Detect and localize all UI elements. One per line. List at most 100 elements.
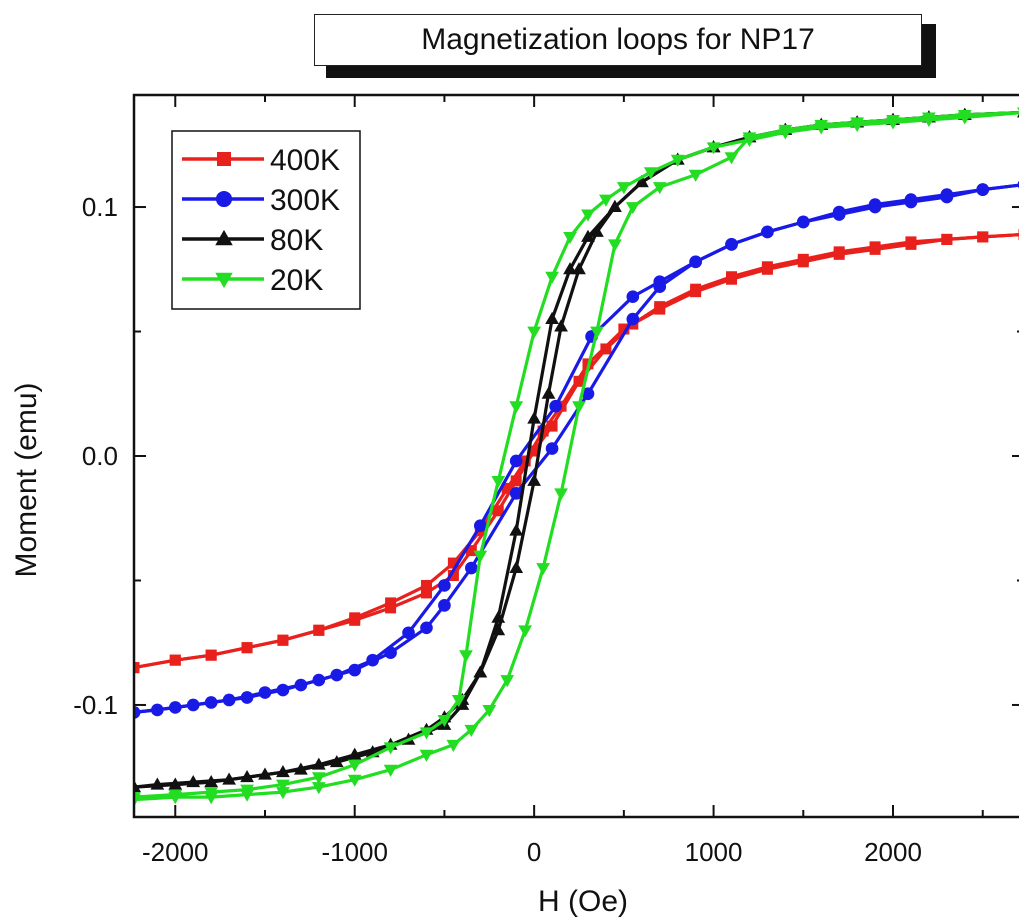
data-point-300K <box>473 519 487 533</box>
data-point-300K <box>294 678 308 692</box>
data-point-80K <box>545 311 559 325</box>
data-point-400K <box>600 343 612 355</box>
data-point-20K <box>643 167 658 180</box>
data-point-300K <box>134 706 141 719</box>
data-point-20K <box>778 124 793 138</box>
data-point-20K <box>419 749 434 762</box>
data-point-20K <box>204 792 219 805</box>
data-point-300K <box>258 686 272 699</box>
data-point-400K <box>761 263 773 275</box>
data-point-20K <box>134 794 141 807</box>
data-point-80K <box>563 262 577 275</box>
data-point-300K <box>626 312 640 326</box>
data-point-20K <box>419 727 434 740</box>
data-point-80K <box>455 697 470 710</box>
data-point-80K <box>473 665 488 678</box>
data-point-20K <box>625 202 640 215</box>
legend: 400K 300K 80K 20K <box>171 130 361 310</box>
data-point-300K <box>402 626 415 640</box>
data-point-300K <box>653 275 667 289</box>
data-point-20K <box>347 774 362 787</box>
data-point-300K <box>796 215 810 229</box>
x-tick-label: 0 <box>527 837 541 867</box>
data-point-20K <box>957 109 972 123</box>
data-point-20K <box>616 182 631 195</box>
data-point-300K <box>222 693 236 707</box>
data-point-300K <box>509 454 523 468</box>
data-point-300K <box>366 653 379 667</box>
data-point-400K <box>447 557 459 569</box>
data-point-20K <box>563 231 577 245</box>
legend-label-80K: 80K <box>270 224 323 257</box>
data-point-80K <box>581 229 595 242</box>
data-point-300K <box>940 190 954 204</box>
data-point-20K <box>922 112 936 125</box>
data-point-300K <box>186 698 200 712</box>
data-point-20K <box>168 792 183 805</box>
data-point-20K <box>599 194 613 207</box>
data-point-20K <box>652 182 667 195</box>
data-point-400K <box>833 248 845 260</box>
data-point-300K <box>549 399 562 413</box>
data-point-400K <box>205 649 217 661</box>
data-point-300K <box>465 561 478 575</box>
data-point-400K <box>905 238 917 250</box>
data-point-400K <box>573 375 585 387</box>
data-point-20K <box>311 782 326 795</box>
data-point-80K <box>527 473 542 486</box>
data-point-20K <box>590 326 604 339</box>
data-point-20K <box>491 475 506 489</box>
data-point-400K <box>510 475 522 487</box>
data-point-20K <box>527 326 542 339</box>
data-point-20K <box>554 488 568 501</box>
data-point-400K <box>492 505 504 517</box>
data-point-20K <box>581 209 595 222</box>
data-point-400K <box>420 579 432 591</box>
data-point-300K <box>976 183 990 196</box>
data-point-80K <box>509 560 524 573</box>
data-point-400K <box>797 256 809 268</box>
chart-title: Magnetization loops for NP17 <box>314 14 922 66</box>
series-400K <box>134 228 1019 674</box>
data-point-80K <box>541 386 556 399</box>
data-point-300K <box>438 599 451 612</box>
data-point-400K <box>241 642 253 654</box>
data-point-80K <box>527 411 542 424</box>
data-point-400K <box>869 243 881 255</box>
data-point-20K <box>886 114 900 128</box>
data-point-80K <box>554 319 568 332</box>
data-point-20K <box>383 764 398 777</box>
data-point-20K <box>814 119 829 133</box>
data-point-80K <box>491 610 506 623</box>
data-point-400K <box>420 587 432 599</box>
data-point-20K <box>688 169 703 182</box>
data-point-20K <box>545 271 559 284</box>
data-point-400K <box>169 654 181 666</box>
data-point-400K <box>528 445 540 457</box>
data-point-80K <box>509 523 524 536</box>
data-point-20K <box>518 625 533 638</box>
data-point-300K <box>761 225 774 239</box>
data-point-20K <box>742 132 757 145</box>
data-point-20K <box>276 787 290 800</box>
y-tick-label: 0.0 <box>82 441 118 471</box>
data-point-300K <box>626 290 640 303</box>
data-point-20K <box>383 742 398 755</box>
data-point-300K <box>832 208 846 221</box>
data-point-80K <box>150 777 165 790</box>
data-point-300K <box>438 579 451 592</box>
data-point-80K <box>134 779 141 793</box>
data-point-400K <box>349 612 361 624</box>
data-point-400K <box>618 323 630 335</box>
data-point-400K <box>690 286 702 298</box>
data-point-300K <box>725 238 738 251</box>
legend-marker-300K <box>215 190 233 208</box>
legend-label-400K: 400K <box>270 144 340 177</box>
data-point-400K <box>465 545 477 557</box>
data-point-20K <box>482 704 497 718</box>
data-point-80K <box>329 755 344 768</box>
data-point-20K <box>451 695 466 708</box>
series-line-400K-branch-2 <box>134 233 1019 670</box>
axes-layer: -2000 -1000 0 1000 2000 -0.1 0.0 0.1 <box>73 93 1019 867</box>
data-point-400K <box>385 597 397 609</box>
